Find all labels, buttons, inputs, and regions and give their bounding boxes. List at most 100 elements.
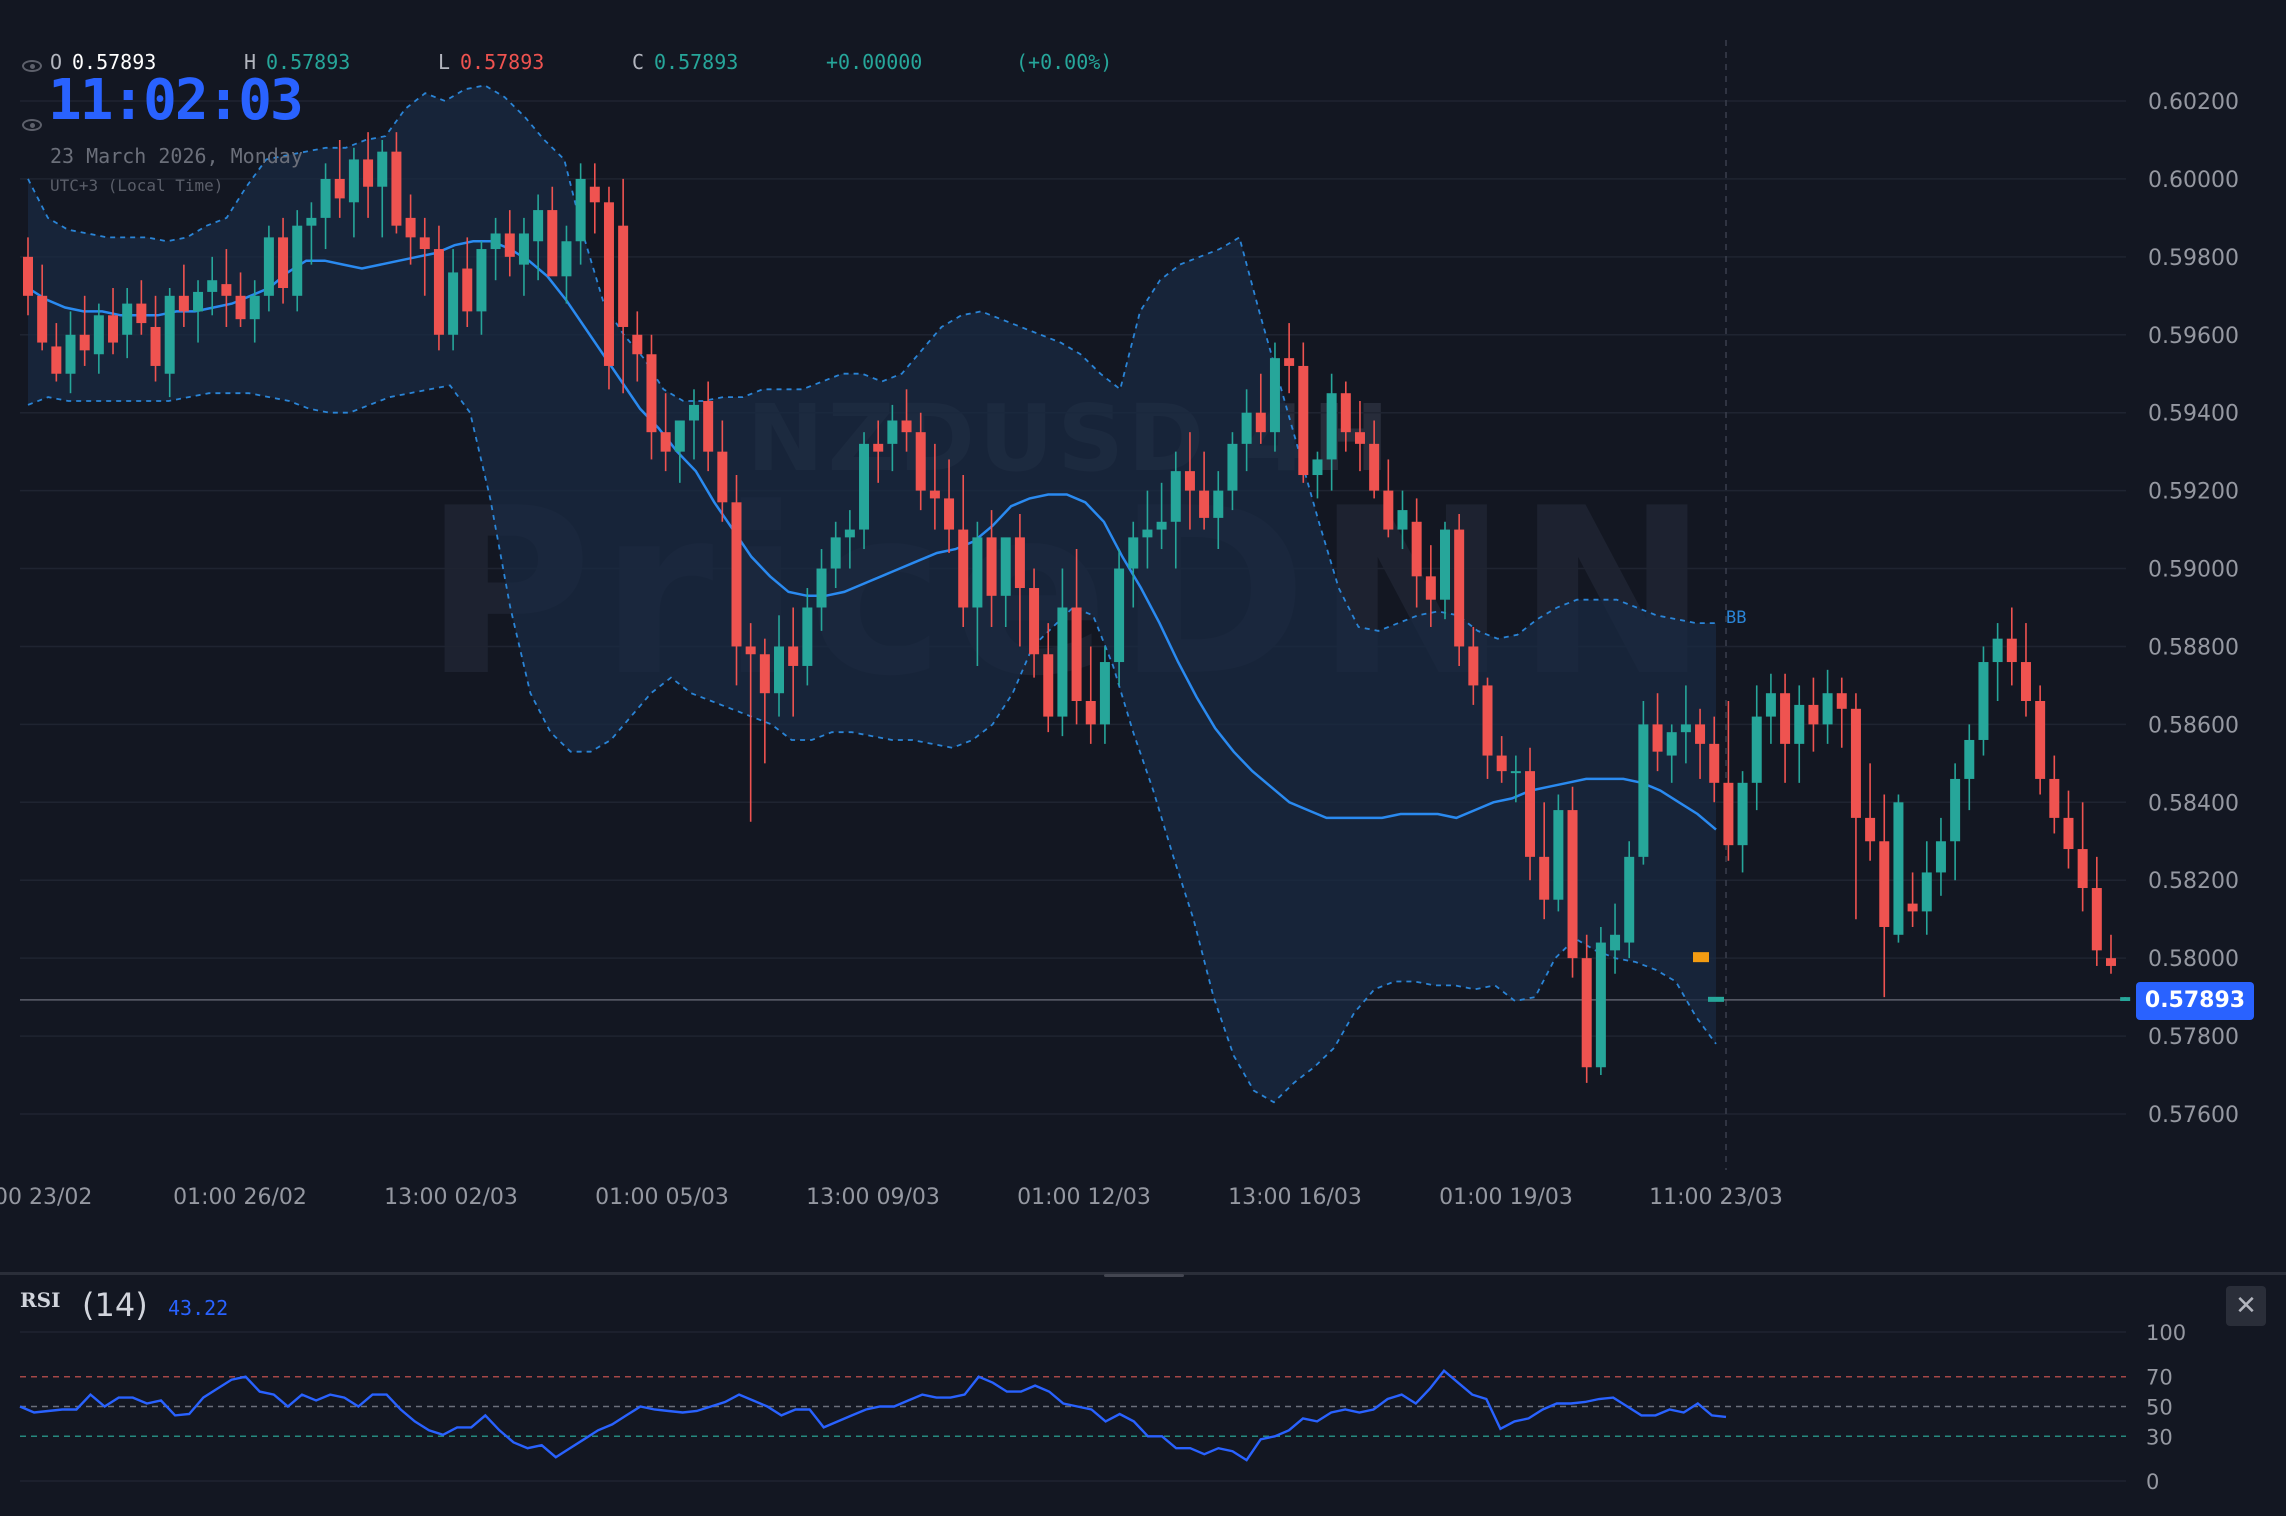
candle-body — [1029, 588, 1040, 655]
candle-body — [2006, 638, 2017, 663]
candle-body — [1298, 365, 1309, 476]
candle-body — [1950, 778, 1961, 842]
x-tick-label: 11:00 23/03 — [1649, 1185, 1783, 1210]
change-value: +0.00000 — [826, 50, 923, 74]
bb-indicator-label[interactable]: BB — [1726, 608, 1747, 628]
change-percent: (+0.00%) — [1016, 50, 1113, 74]
candle-body — [1397, 510, 1408, 530]
candle-body — [1184, 471, 1195, 491]
candle-body — [1114, 568, 1125, 663]
candle-body — [1354, 432, 1365, 444]
pane-divider[interactable] — [0, 1272, 2286, 1275]
candle-body — [1340, 393, 1351, 433]
candle-body — [278, 237, 289, 289]
candle-body — [79, 334, 90, 351]
rsi-line — [19, 1368, 1727, 1462]
candle-body — [1992, 638, 2003, 663]
candle-body — [1836, 693, 1847, 709]
close-icon[interactable]: ✕ — [2226, 1286, 2266, 1326]
rsi-tick-label: 70 — [2146, 1366, 2173, 1390]
rsi-value: 43.22 — [168, 1296, 229, 1320]
candlesticks[interactable] — [23, 132, 2131, 1083]
visibility-eye-icon[interactable] — [22, 119, 42, 131]
candle-body — [2120, 997, 2131, 1002]
candle-body — [405, 217, 416, 238]
candle-body — [575, 178, 586, 242]
candle-body — [1284, 358, 1295, 366]
price-axis[interactable]: 0.60200 0.60000 0.59800 0.59600 0.59400 0.592… — [2148, 90, 2239, 1128]
candle-body — [1751, 716, 1762, 783]
candle-body — [1525, 771, 1536, 857]
candle-body — [759, 654, 770, 694]
x-tick-label: 01:00 12/03 — [1017, 1185, 1151, 1210]
candle-body — [1850, 708, 1861, 818]
y-tick-label: 0.58400 — [2148, 791, 2239, 816]
candle-body — [221, 284, 232, 296]
candle-body — [660, 432, 671, 452]
visibility-eye-icon[interactable] — [22, 60, 42, 72]
candle-body — [1624, 856, 1635, 943]
candle-body — [1425, 576, 1436, 600]
candle-body — [1907, 903, 1918, 912]
candle-body — [1482, 685, 1493, 756]
candle-body — [603, 202, 614, 366]
candle-body — [2105, 958, 2116, 966]
candle-body — [1680, 724, 1691, 733]
y-tick-label: 0.58800 — [2148, 635, 2239, 660]
candle-body — [1794, 704, 1805, 744]
last-price-badge: 0.57893 — [2136, 982, 2254, 1020]
candle-body — [859, 443, 870, 530]
candle-body — [1043, 654, 1054, 717]
candle-body — [1142, 529, 1153, 538]
close-value: 0.57893 — [654, 50, 739, 74]
candle-body — [2063, 817, 2074, 850]
candle-body — [1978, 662, 1989, 740]
close-label: C — [632, 50, 645, 74]
candle-body — [433, 249, 444, 335]
candle-body — [193, 291, 204, 312]
candle-body — [235, 295, 246, 320]
candle-body — [1411, 521, 1422, 577]
rsi-length: (14) — [82, 1286, 148, 1324]
x-tick-label: 13:00 02/03 — [384, 1185, 518, 1210]
clock-timezone: UTC+3 (Local Time) — [50, 176, 224, 195]
candle-body — [944, 498, 955, 530]
candle-body — [2035, 701, 2046, 779]
candle-body — [646, 354, 657, 433]
candle-body — [1510, 771, 1521, 774]
candle-body — [93, 315, 104, 355]
candle-body — [802, 607, 813, 666]
candle-body — [1199, 490, 1210, 518]
forming-candle — [1708, 996, 1724, 1002]
candle-body — [915, 432, 926, 491]
candle-body — [476, 249, 487, 312]
bb-basis-line — [27, 240, 1717, 831]
candle-body — [1695, 724, 1706, 744]
y-tick-label: 0.59400 — [2148, 402, 2239, 427]
candle-body — [1737, 782, 1748, 846]
candle-body — [830, 537, 841, 569]
candle-body — [1893, 802, 1904, 935]
candle-body — [1227, 443, 1238, 491]
x-tick-label: 01:00 26/02 — [173, 1185, 307, 1210]
candle-body — [363, 159, 374, 187]
high-value: 0.57893 — [266, 50, 351, 74]
x-tick-label: 00 23/02 — [0, 1185, 92, 1210]
candle-body — [178, 295, 189, 312]
candle-body — [1553, 810, 1564, 900]
candle-body — [1014, 537, 1025, 589]
clock-time: 11:02:03 — [48, 68, 304, 133]
y-tick-label: 0.58200 — [2148, 869, 2239, 894]
rsi-tick-label: 50 — [2146, 1396, 2173, 1420]
pane-resize-handle[interactable] — [1104, 1274, 1184, 1277]
candle-body — [23, 256, 33, 296]
rsi-tick-label: 30 — [2146, 1425, 2173, 1449]
candle-body — [1241, 412, 1252, 444]
candle-body — [1496, 755, 1507, 772]
candle-body — [703, 401, 714, 452]
time-axis[interactable]: 00 23/02 01:00 26/02 13:00 02/03 01:00 05/0… — [0, 1185, 1783, 1210]
bb-lower-line — [27, 384, 1717, 1104]
bb-fill — [28, 85, 1716, 1103]
candle-body — [51, 346, 62, 374]
